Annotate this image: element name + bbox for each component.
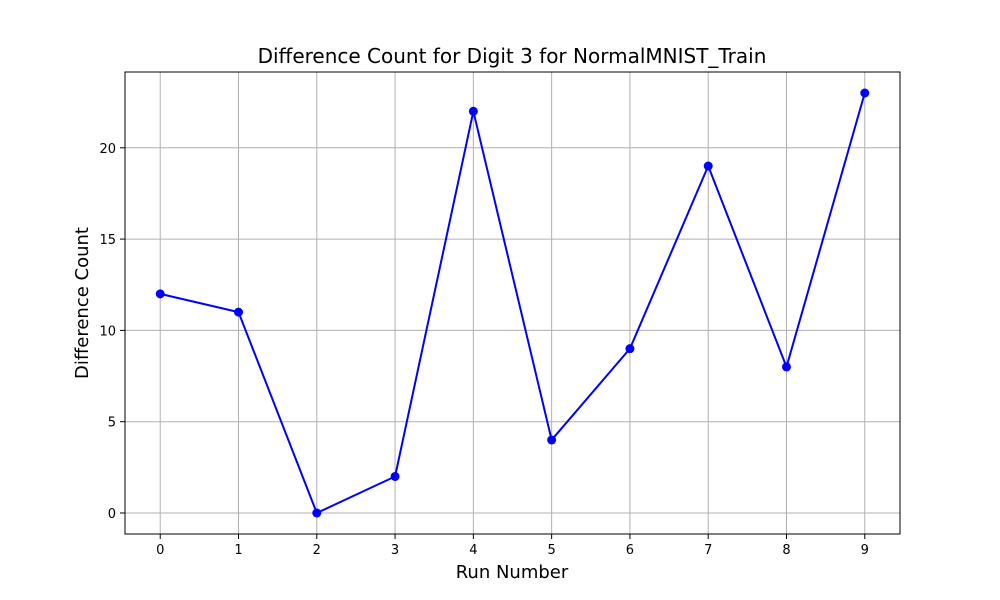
x-tick-label: 0 xyxy=(156,543,164,558)
data-point xyxy=(625,344,635,354)
plot-frame xyxy=(124,71,901,535)
axis-ticks: 0 1 2 3 4 5 6 7 8 9 0 5 10 15 20 xyxy=(99,142,868,558)
x-tick-label: 8 xyxy=(782,543,790,558)
x-tick-label: 1 xyxy=(234,543,242,558)
data-point xyxy=(390,471,400,481)
y-tick-label: 0 xyxy=(108,507,116,522)
y-tick-label: 20 xyxy=(99,142,116,157)
data-series xyxy=(155,88,870,518)
chart-title: Difference Count for Digit 3 for NormalM… xyxy=(258,44,767,68)
x-tick-label: 7 xyxy=(704,543,712,558)
y-tick-label: 15 xyxy=(99,233,116,248)
x-tick-label: 2 xyxy=(313,543,321,558)
x-axis-label: Run Number xyxy=(456,562,569,583)
series-line xyxy=(160,92,866,514)
data-point xyxy=(781,362,791,372)
data-point xyxy=(312,508,322,518)
x-tick-label: 5 xyxy=(548,543,556,558)
grid-lines xyxy=(125,72,900,534)
x-tick-label: 6 xyxy=(626,543,634,558)
x-tick-label: 9 xyxy=(861,543,869,558)
data-point xyxy=(155,289,165,299)
x-tick-label: 3 xyxy=(391,543,399,558)
y-tick-label: 10 xyxy=(99,324,116,339)
data-point xyxy=(703,161,713,171)
data-point xyxy=(234,307,244,317)
data-point xyxy=(468,106,478,116)
y-tick-label: 5 xyxy=(108,416,116,431)
y-axis-label: Difference Count xyxy=(72,227,93,379)
x-tick-label: 4 xyxy=(469,543,477,558)
data-point xyxy=(547,435,557,445)
data-point xyxy=(860,88,870,98)
